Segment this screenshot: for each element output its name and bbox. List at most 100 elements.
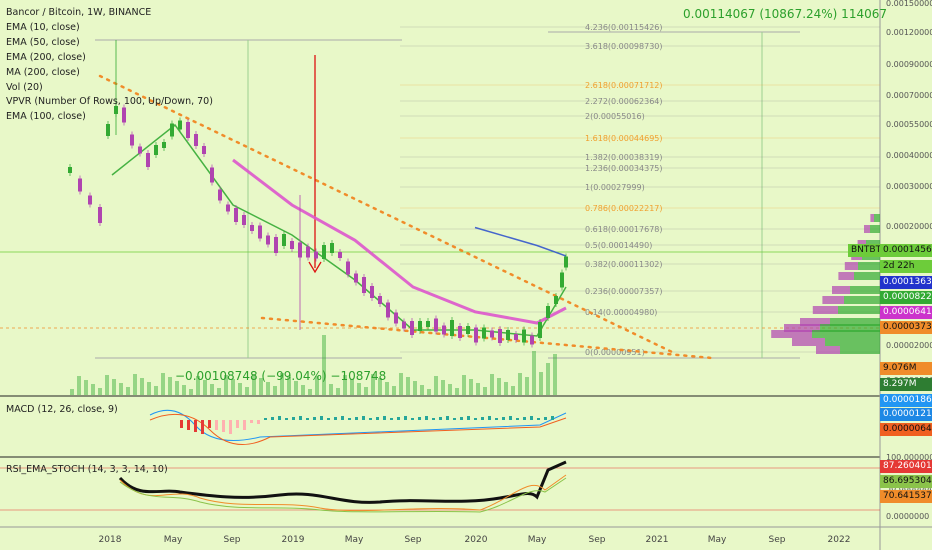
vpvr-bar xyxy=(812,306,838,314)
fib-level-label: 1.236(0.00034375) xyxy=(585,164,663,173)
vpvr-bar xyxy=(850,286,880,294)
macd-histogram-bar xyxy=(180,420,183,428)
volume-bar xyxy=(168,377,172,395)
vpvr-bar xyxy=(792,338,825,346)
volume-bar xyxy=(273,386,277,395)
vpvr-bar xyxy=(870,225,880,233)
fib-level-label: 2.272(0.00062364) xyxy=(585,97,663,106)
candle xyxy=(426,321,430,327)
candle xyxy=(530,335,534,345)
candle xyxy=(362,277,366,293)
candle xyxy=(442,325,446,335)
candle xyxy=(146,153,150,167)
candle xyxy=(554,296,558,304)
fib-level-label: 0.236(0.00007357) xyxy=(585,287,663,296)
time-axis-label: May xyxy=(528,535,547,545)
volume-bar xyxy=(427,389,431,395)
volume-bar xyxy=(420,385,424,395)
vpvr-bar xyxy=(854,272,880,280)
volume-bar xyxy=(140,378,144,395)
macd-histogram-bar xyxy=(257,420,260,424)
indicator-ema50[interactable]: EMA (50, close) xyxy=(6,36,80,48)
macd-histogram-bar xyxy=(313,417,316,420)
candle xyxy=(466,326,470,334)
candle xyxy=(346,261,350,275)
time-axis-label: 2021 xyxy=(646,535,669,545)
fib-level-label: 0.5(0.00014490) xyxy=(585,241,652,250)
candle xyxy=(410,321,414,335)
volume-bar xyxy=(259,378,263,395)
volume-bar xyxy=(539,372,543,395)
indicator-vol[interactable]: Vol (20) xyxy=(6,81,43,93)
volume-bar xyxy=(245,387,249,395)
macd-histogram-bar xyxy=(320,416,323,420)
candle xyxy=(546,306,550,318)
indicator-vpvr[interactable]: VPVR (Number Of Rows, 100, Up/Down, 70) xyxy=(6,96,213,108)
volume-bar xyxy=(350,379,354,395)
macd-histogram-bar xyxy=(278,416,281,420)
indicator-ema100[interactable]: EMA (100, close) xyxy=(6,111,86,123)
macd-histogram-bar xyxy=(404,416,407,420)
price-tag: 0.00003737 xyxy=(880,321,932,334)
candle xyxy=(202,146,206,154)
macd-histogram-bar xyxy=(397,417,400,420)
macd-histogram-bar xyxy=(285,418,288,420)
fib-level-label: 3.618(0.00098730) xyxy=(585,42,663,51)
price-tag: 0.00014566 xyxy=(880,244,932,257)
indicator-ema10[interactable]: EMA (10, close) xyxy=(6,21,80,33)
fib-level-label: 1.382(0.00038319) xyxy=(585,153,663,162)
volume-bar xyxy=(532,351,536,395)
volume-bar xyxy=(469,379,473,395)
macd-histogram-bar xyxy=(369,418,372,420)
macd-histogram-bar xyxy=(250,420,253,423)
macd-histogram-bar xyxy=(355,417,358,420)
macd-histogram-bar xyxy=(530,416,533,420)
price-tag: 0.00000648 xyxy=(880,423,932,436)
fib-level-label: 0(0.00000951) xyxy=(585,348,645,357)
volume-bar xyxy=(385,382,389,395)
macd-histogram-bar xyxy=(418,417,421,420)
rsi-pane-label[interactable]: RSI_EMA_STOCH (14, 3, 3, 14, 10) xyxy=(6,464,168,475)
price-axis-tick: 0.00030000 xyxy=(886,182,932,191)
indicator-ema200[interactable]: EMA (200, close) xyxy=(6,51,86,63)
macd-histogram-bar xyxy=(362,416,365,420)
indicator-ma200[interactable]: MA (200, close) xyxy=(6,66,80,78)
candle xyxy=(78,178,82,192)
candle xyxy=(266,235,270,245)
candle xyxy=(522,329,526,343)
candle xyxy=(506,330,510,340)
vpvr-bar xyxy=(830,318,880,326)
macd-pane-label[interactable]: MACD (12, 26, close, 9) xyxy=(6,404,118,415)
volume-bar xyxy=(504,382,508,395)
macd-histogram-bar xyxy=(236,420,239,428)
candle xyxy=(282,234,286,246)
fib-level-label: 1.618(0.00044695) xyxy=(585,134,663,143)
volume-bar xyxy=(294,381,298,395)
volume-bar xyxy=(525,377,529,395)
macd-histogram-bar xyxy=(383,416,386,420)
series-line-2 xyxy=(232,158,567,325)
vpvr-bar xyxy=(844,262,858,270)
measure-note-top: 0.00114067 (10867.24%) 114067 xyxy=(683,7,887,21)
rsi-axis-tick: 100.0000000 xyxy=(886,453,932,462)
candle xyxy=(330,243,334,253)
macd-histogram-bar xyxy=(439,417,442,420)
candle xyxy=(386,302,390,318)
candle xyxy=(68,167,72,173)
volume-bar xyxy=(476,383,480,395)
macd-histogram-bar xyxy=(243,420,246,430)
volume-bar xyxy=(154,386,158,395)
vpvr-bar xyxy=(784,324,820,332)
macd-histogram-bar xyxy=(222,420,225,432)
volume-bar xyxy=(406,377,410,395)
support-trendline xyxy=(260,316,714,360)
fib-level-label: 0.382(0.00011302) xyxy=(585,260,663,269)
price-tag: 0.00006419 xyxy=(880,306,932,319)
candle xyxy=(186,122,190,138)
vpvr-bar xyxy=(838,306,880,314)
time-axis-label: 2022 xyxy=(828,535,851,545)
candle xyxy=(170,123,174,137)
price-tag: 8.297M xyxy=(880,378,932,391)
time-axis-label: 2018 xyxy=(99,535,122,545)
